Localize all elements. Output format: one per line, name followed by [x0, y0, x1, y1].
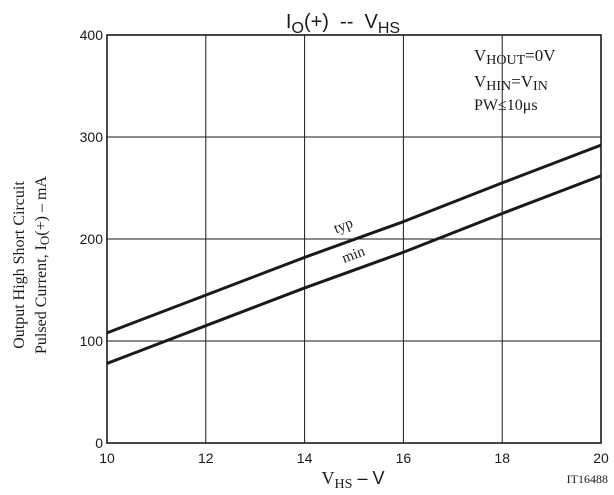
conditions-block: VHOUT=0V VHIN=VIN PW≤10μs: [474, 46, 556, 114]
series-lines: [106, 143, 602, 365]
y-tick-label: 0: [95, 435, 103, 451]
chart-title: IO(+) -- VHS: [286, 11, 400, 37]
y-tick-label: 100: [80, 333, 104, 349]
series-line-typ: [106, 143, 602, 335]
x-tick-label: 10: [99, 450, 115, 466]
y-tick-label: 200: [80, 231, 104, 247]
x-tick-label: 14: [297, 450, 313, 466]
title-main: I: [286, 11, 292, 33]
condition-pw: PW≤10μs: [474, 97, 538, 114]
condition-vhout: VHOUT=0V: [474, 46, 556, 68]
title-rest: (+) -- V: [304, 11, 379, 33]
y-axis-label-line1: Output High Short Circuit: [11, 181, 28, 349]
x-tick-label: 18: [494, 450, 510, 466]
x-tick-label: 20: [593, 450, 609, 466]
grid: [107, 35, 601, 443]
title-sub2: HS: [378, 20, 400, 37]
x-tick-label: 12: [198, 450, 214, 466]
series-label-min: min: [340, 243, 368, 266]
plot-frame: [106, 34, 602, 444]
y-tick-label: 400: [80, 27, 104, 43]
y-axis-label-line2: Pulsed Current, IO(+) – mA: [33, 176, 52, 354]
series-label-typ: typ: [332, 215, 356, 237]
y-tick-label: 300: [80, 129, 104, 145]
x-tick-label: 16: [396, 450, 412, 466]
figure-id: IT16488: [567, 472, 608, 486]
condition-vhin: VHIN=VIN: [474, 72, 548, 94]
x-axis-label: VHS – V: [322, 468, 385, 492]
series-line-min: [106, 174, 602, 365]
title-sub: O: [291, 20, 303, 37]
